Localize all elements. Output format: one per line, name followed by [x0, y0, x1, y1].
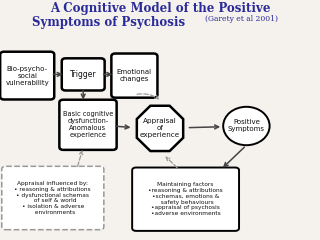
Text: Basic cognitive
dysfunction-
Anomalous
experience: Basic cognitive dysfunction- Anomalous e… [63, 111, 113, 138]
FancyBboxPatch shape [111, 54, 157, 98]
Ellipse shape [223, 107, 270, 145]
Text: Appraisal
of
experience: Appraisal of experience [140, 118, 180, 138]
Text: Appraisal influenced by:
• reasoning & attributions
• dysfunctional schemas
  of: Appraisal influenced by: • reasoning & a… [14, 181, 91, 215]
Text: Emotional
changes: Emotional changes [117, 69, 152, 82]
Text: Trigger: Trigger [70, 70, 97, 79]
Text: Maintaining factors
•reasoning & attributions
•schemas, emotions &
  safety beha: Maintaining factors •reasoning & attribu… [148, 182, 223, 216]
FancyBboxPatch shape [132, 168, 239, 231]
Text: Positive
Symptoms: Positive Symptoms [228, 120, 265, 132]
Text: Bio-psycho-
social
vulnerability: Bio-psycho- social vulnerability [5, 66, 49, 86]
Text: (Garety et al 2001): (Garety et al 2001) [205, 15, 278, 23]
FancyBboxPatch shape [60, 100, 117, 150]
FancyBboxPatch shape [0, 52, 54, 99]
Text: A Cognitive Model of the Positive: A Cognitive Model of the Positive [50, 2, 270, 15]
Polygon shape [137, 106, 183, 151]
FancyBboxPatch shape [62, 58, 105, 90]
FancyBboxPatch shape [2, 166, 104, 230]
Text: Symptoms of Psychosis: Symptoms of Psychosis [32, 16, 185, 29]
